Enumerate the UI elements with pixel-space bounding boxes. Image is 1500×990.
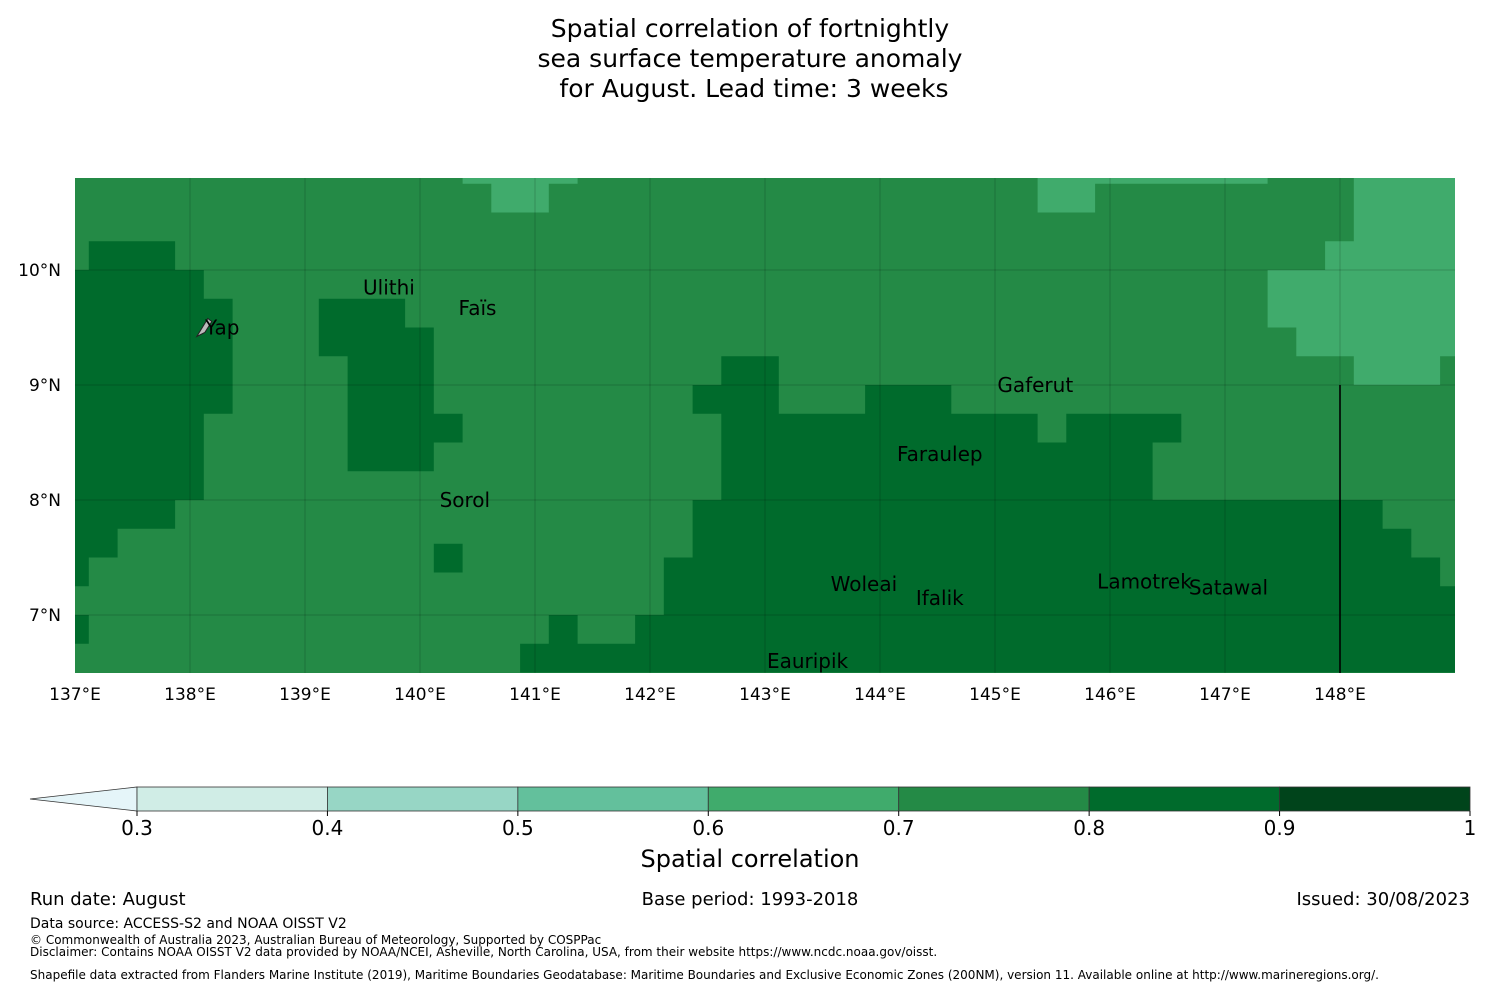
colorbar-tick-label: 0.7 — [883, 816, 915, 840]
colorbar-segment — [327, 786, 519, 812]
shapefile-credit: Shapefile data extracted from Flanders M… — [30, 968, 1379, 982]
base-period: Base period: 1993-2018 — [641, 889, 859, 910]
lon-tick-label: 148°E — [1314, 685, 1366, 705]
place-label: Ulithi — [363, 275, 415, 299]
correlation-region — [433, 543, 463, 573]
lon-tick-label: 139°E — [279, 685, 331, 705]
place-label: Gaferut — [997, 373, 1073, 397]
lon-tick-label: 147°E — [1199, 685, 1251, 705]
place-label: Ifalik — [916, 586, 964, 610]
lon-tick-label: 144°E — [854, 685, 906, 705]
data-source: Data source: ACCESS-S2 and NOAA OISST V2 — [30, 916, 347, 932]
lon-tick-label: 137°E — [49, 685, 101, 705]
disclaimer: Disclaimer: Contains NOAA OISST V2 data … — [30, 945, 938, 959]
lon-tick-label: 138°E — [164, 685, 216, 705]
lon-tick-label: 142°E — [624, 685, 676, 705]
title-line-3: for August. Lead time: 3 weeks — [551, 74, 949, 103]
lat-tick-label: 9°N — [29, 376, 61, 396]
lon-tick-label: 141°E — [509, 685, 561, 705]
correlation-region — [1267, 178, 1455, 385]
colorbar-tick-label: 0.8 — [1073, 816, 1105, 840]
issued-date: Issued: 30/08/2023 — [1296, 889, 1470, 910]
yap-island-shape — [195, 317, 213, 338]
colorbar-tick-label: 0.5 — [502, 816, 534, 840]
lat-tick-label: 10°N — [18, 261, 61, 281]
chart-title: Spatial correlation of fortnightly sea s… — [0, 14, 1500, 104]
colorbar-tick-label: 0.6 — [692, 816, 724, 840]
map-panel: Yap Ulithi Faïs Gaferut Faraulep Sorol Woleai I… — [18, 178, 1455, 705]
place-label: Sorol — [440, 488, 491, 512]
colorbar-tick-label: 0.3 — [121, 816, 153, 840]
title-line-1: Spatial correlation of fortnightly — [550, 14, 950, 43]
colorbar: 0.3 0.4 0.5 0.6 0.7 0.8 0.9 1 — [29, 786, 1477, 840]
correlation-region — [1037, 178, 1268, 213]
lon-tick-label: 140°E — [394, 685, 446, 705]
correlation-region — [75, 615, 89, 644]
correlation-region — [75, 241, 233, 587]
place-label: Woleai — [831, 572, 898, 596]
colorbar-tick-label: 1 — [1464, 816, 1477, 840]
lat-tick-label: 8°N — [29, 491, 61, 511]
colorbar-segment — [707, 786, 900, 812]
correlation-region — [462, 178, 578, 213]
place-label: Lamotrek — [1097, 570, 1192, 594]
colorbar-segment — [517, 786, 709, 812]
colorbar-segment — [1279, 786, 1471, 812]
place-label: Yap — [204, 316, 239, 340]
correlation-region — [318, 298, 463, 472]
copyright: © Commonwealth of Australia 2023, Austra… — [30, 933, 602, 947]
lon-tick-label: 146°E — [1084, 685, 1136, 705]
colorbar-tick-label: 0.4 — [312, 816, 344, 840]
title-line-2: sea surface temperature anomaly — [537, 44, 963, 73]
place-label: Eauripik — [767, 649, 849, 673]
place-label: Satawal — [1189, 575, 1268, 599]
place-label: Faraulep — [897, 442, 983, 466]
correlation-region — [520, 356, 1455, 673]
place-label: Faïs — [459, 296, 497, 320]
colorbar-under-arrow — [29, 786, 138, 812]
colorbar-segment — [1088, 786, 1280, 812]
run-date: Run date: August — [30, 889, 186, 910]
colorbar-title: Spatial correlation — [640, 845, 860, 873]
lat-tick-label: 7°N — [29, 606, 61, 626]
lon-tick-label: 143°E — [739, 685, 791, 705]
colorbar-segment — [898, 786, 1090, 812]
colorbar-segment — [136, 786, 328, 812]
colorbar-tick-label: 0.9 — [1264, 816, 1296, 840]
lon-tick-label: 145°E — [969, 685, 1021, 705]
